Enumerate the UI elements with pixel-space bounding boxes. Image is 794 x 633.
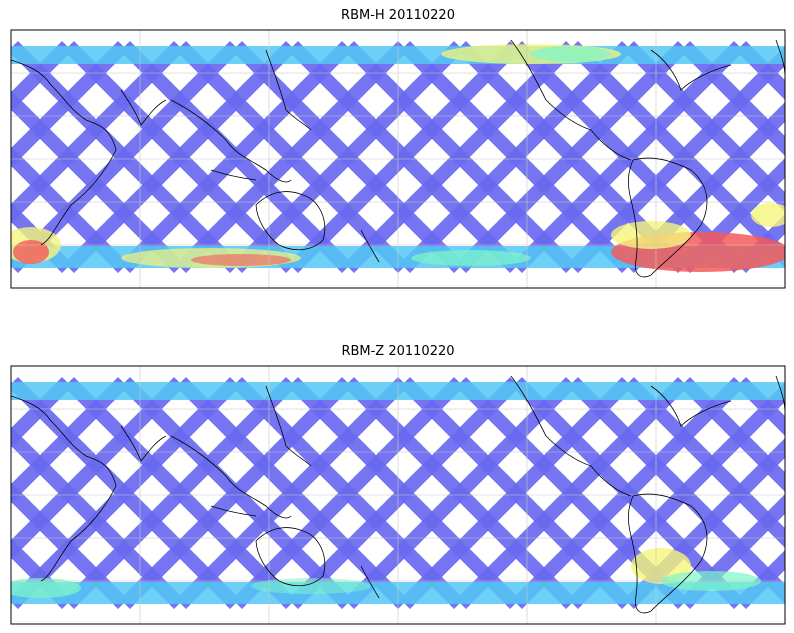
coastline [650,385,732,427]
swath-track [64,377,296,609]
swath-track [176,41,408,273]
swath-track [11,382,16,392]
coastline [11,59,117,246]
swath-track [736,214,785,273]
coastline [11,395,117,582]
coastline [255,191,326,251]
graticule [11,30,785,288]
swath-track [11,594,16,604]
panel-title-rbm-z: RBM-Z 20110220 [341,344,455,359]
swath-track [120,377,352,609]
hotspot [13,240,49,264]
swath-track [11,538,72,609]
swath-track [11,377,184,560]
swath-track [120,41,352,273]
swath-track [11,41,184,224]
hotspots [11,548,761,598]
swath-track [232,41,464,273]
swath-track [11,377,72,448]
swath-track [512,377,744,609]
swath-track [680,41,785,156]
panel-title-rbm-h: RBM-H 20110220 [341,8,455,23]
swath-track [400,41,632,273]
swath-track [568,382,785,609]
coastline [775,39,785,85]
hotspot [751,203,785,227]
coastline [650,49,732,91]
swath-track [736,550,785,609]
swath-track [11,41,128,168]
coastline [627,157,708,278]
swath-track [288,377,520,609]
hotspot [191,254,291,266]
swath-track [344,41,576,273]
hotspot [531,46,611,62]
coastline [510,375,592,467]
swath-track [11,377,128,504]
map-frame [10,365,786,625]
swath-track [11,258,16,268]
hotspot [411,250,531,266]
swath-track [736,41,785,100]
coastline [210,169,257,181]
swath-track [680,494,785,609]
coastline [265,49,312,131]
coastlines [11,375,785,614]
swath-track [176,377,408,609]
swath-track [456,41,688,273]
swath-track [512,41,744,273]
swath-track [11,41,72,112]
map-plot-area [11,366,785,624]
map-plot-area [11,30,785,288]
coastline [590,465,632,497]
coastline [210,505,257,517]
swath-track [64,41,296,273]
hotspots [11,44,785,272]
graticule [11,366,785,624]
coastline [360,229,380,263]
swath-track [680,377,785,492]
map-panel-rbm-h [10,29,786,289]
swath-tracks [11,41,785,273]
coastline [255,527,326,587]
swath-track [456,377,688,609]
map-panel-rbm-z [10,365,786,625]
swath-track [11,46,16,56]
coastline [265,385,312,467]
swath-track [288,41,520,273]
swath-track [11,377,240,609]
coastline [170,435,292,519]
map-frame [10,29,786,289]
coastline [775,375,785,421]
coastlines [11,39,785,278]
coastline [627,493,708,614]
swath-track [400,377,632,609]
coastline [360,565,380,599]
hotspot [11,578,81,598]
coastline [590,129,632,161]
swath-track [568,46,785,273]
swath-tracks [11,377,785,609]
coastline [120,425,167,462]
hotspot [611,221,691,249]
coastline [120,89,167,126]
swath-track [232,377,464,609]
swath-track [344,377,576,609]
swath-track [736,377,785,436]
swath-track [680,158,785,273]
swath-track [11,41,240,273]
coastline [510,39,592,131]
coastline [170,99,292,183]
